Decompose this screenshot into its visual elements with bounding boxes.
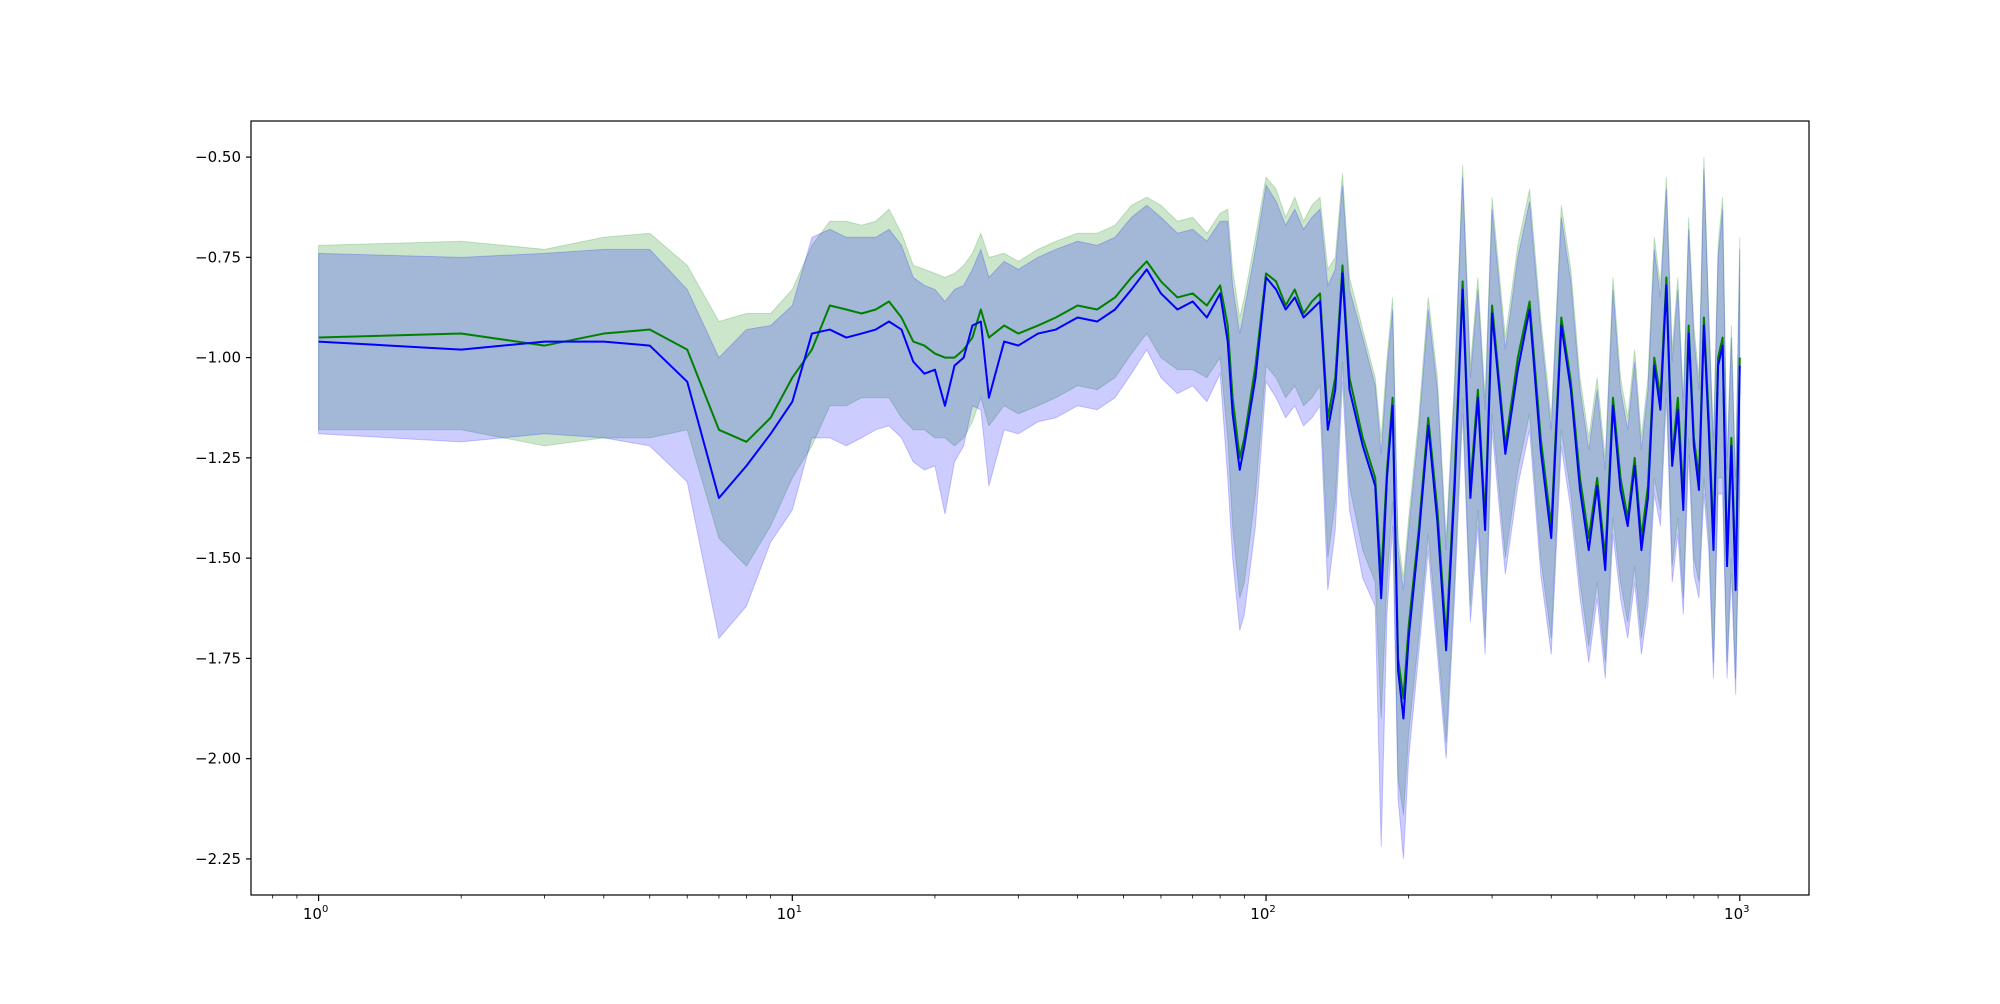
x-tick-label: 101 (777, 904, 802, 923)
x-axis: 100 101 102 103 (272, 895, 1750, 923)
series-2-band (318, 169, 1741, 859)
plot-area-frame (250, 120, 1810, 896)
y-tick-label: −1.00 (195, 349, 241, 367)
y-tick-label: −1.25 (195, 449, 241, 467)
x-tick-label: 103 (1724, 904, 1749, 923)
y-tick-label: −0.75 (195, 248, 241, 266)
series-lines (318, 260, 1741, 720)
y-tick-label: −1.50 (195, 549, 241, 567)
y-tick-label: −2.25 (195, 850, 241, 868)
series-1-band (318, 157, 1741, 815)
y-axis: −0.50 −0.75 −1.00 −1.25 −1.50 −1.75 −2.00 −2.25 (195, 148, 251, 868)
x-tick-label: 102 (1250, 904, 1275, 923)
y-tick-label: −2.00 (195, 750, 241, 768)
y-tick-label: −1.75 (195, 649, 241, 667)
confidence-bands (318, 157, 1741, 859)
y-tick-label: −0.50 (195, 148, 241, 166)
x-tick-label: 100 (303, 904, 328, 923)
series-2-line (318, 268, 1741, 720)
